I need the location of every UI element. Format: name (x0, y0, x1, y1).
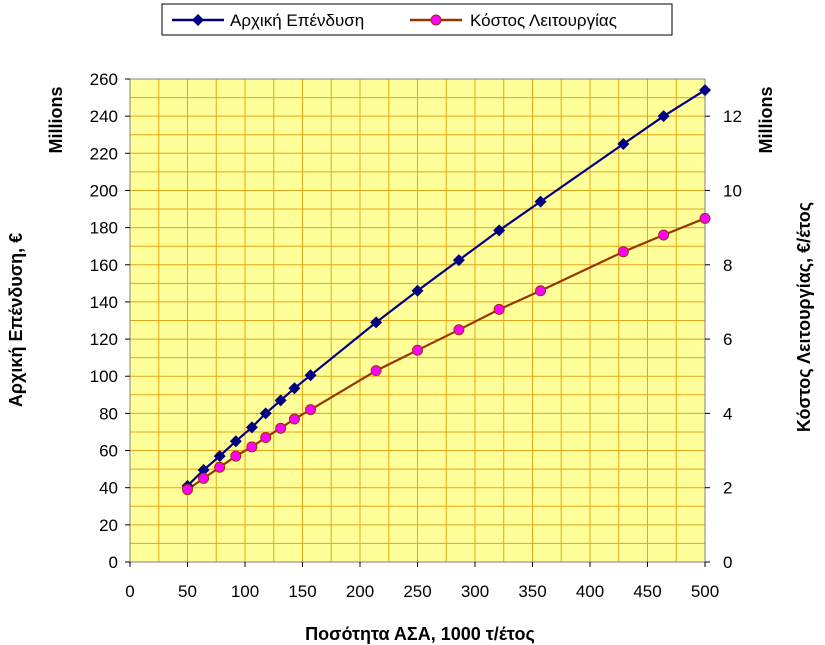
x-tick-label: 250 (403, 582, 431, 601)
series-1-point (699, 212, 711, 224)
y-left-tick-label: 140 (90, 293, 118, 312)
y-right-tick-label: 0 (723, 553, 732, 572)
series-1-point (288, 413, 300, 425)
legend: Αρχική Επένδυση Κόστος Λειτουργίας (161, 3, 673, 36)
legend-marker-investment (192, 14, 204, 26)
y-right-tick-label: 4 (723, 404, 732, 423)
series-0-point (534, 195, 547, 208)
series-1-point (535, 285, 547, 297)
series-1-point (198, 472, 210, 484)
y-left-tick-label: 180 (90, 219, 118, 238)
series-1-point (246, 441, 258, 453)
y-left-tick-label: 260 (90, 70, 118, 89)
series-0-point (213, 450, 226, 463)
legend-label-operating: Κόστος Λειτουργίας (470, 11, 617, 30)
series-0-point (657, 110, 670, 123)
series-1-point (182, 484, 193, 496)
y-left-tick-label: 20 (99, 516, 118, 535)
series-1-point (214, 461, 226, 473)
y-left-tick-label: 60 (99, 442, 118, 461)
legend-marker-operating (430, 14, 442, 26)
series-0-point (617, 138, 630, 151)
y-right-tick-label: 2 (723, 479, 732, 498)
y-right-axis-ticks: 0 2 4 6 8 10 12 (705, 107, 742, 572)
y-left-tick-label: 0 (109, 553, 118, 572)
y-left-tick-label: 220 (90, 144, 118, 163)
x-tick-label: 400 (576, 582, 604, 601)
series-1-point (370, 365, 382, 377)
y-left-tick-label: 100 (90, 367, 118, 386)
series-1-point (453, 324, 465, 336)
x-tick-label: 150 (288, 582, 316, 601)
series-0-point (288, 382, 301, 395)
y-left-tick-label: 40 (99, 479, 118, 498)
x-tick-label: 300 (461, 582, 489, 601)
x-axis-ticks: 0 50 100 150 200 250 300 350 400 450 500 (125, 562, 719, 601)
grid (129, 78, 706, 563)
y-left-unit-label: Millions (46, 87, 66, 154)
y-left-tick-label: 240 (90, 107, 118, 126)
y-right-tick-label: 8 (723, 256, 732, 275)
series-0-point (229, 435, 242, 448)
series-0-point (274, 394, 287, 407)
series-1-point (230, 450, 242, 462)
series-0-point (245, 421, 258, 434)
x-tick-label: 100 (231, 582, 259, 601)
x-tick-label: 200 (346, 582, 374, 601)
series-0-point (699, 84, 711, 97)
y-left-axis-title: Αρχική Επένδυση, € (6, 233, 26, 407)
series-1-point (658, 229, 670, 241)
y-left-tick-label: 120 (90, 330, 118, 349)
series-0-point (259, 407, 272, 420)
x-tick-label: 350 (518, 582, 546, 601)
series-0-point (304, 369, 317, 382)
series-1-point (305, 404, 317, 416)
legend-label-investment: Αρχική Επένδυση (230, 11, 364, 30)
series-0-point (493, 224, 506, 237)
y-left-tick-label: 80 (99, 404, 118, 423)
series-1-point (260, 432, 272, 444)
x-tick-label: 0 (125, 582, 134, 601)
series-0-point (370, 316, 383, 329)
x-tick-label: 50 (178, 582, 197, 601)
series-1-point (617, 246, 629, 258)
y-left-tick-label: 160 (90, 256, 118, 275)
y-left-tick-label: 200 (90, 181, 118, 200)
series-markers (181, 84, 711, 496)
y-right-tick-label: 6 (723, 330, 732, 349)
series-1-point (412, 344, 423, 356)
y-right-unit-label: Millions (756, 87, 776, 154)
x-axis-title: Ποσότητα ΑΣΑ, 1000 τ/έτος (305, 624, 535, 644)
x-tick-label: 450 (633, 582, 661, 601)
y-right-tick-label: 12 (723, 107, 742, 126)
series-1-point (493, 303, 505, 315)
series-1-point (275, 422, 287, 434)
series-0-point (197, 464, 210, 477)
y-left-axis-ticks: 0 20 40 60 80 100 120 140 160 180 200 220 240 260 (90, 70, 130, 572)
series-0-point (411, 284, 424, 297)
x-tick-label: 500 (691, 582, 719, 601)
series-0-point (452, 254, 465, 267)
y-right-axis-title: Κόστος Λειτουργίας, €/έτος (794, 202, 814, 432)
y-right-tick-label: 10 (723, 181, 742, 200)
